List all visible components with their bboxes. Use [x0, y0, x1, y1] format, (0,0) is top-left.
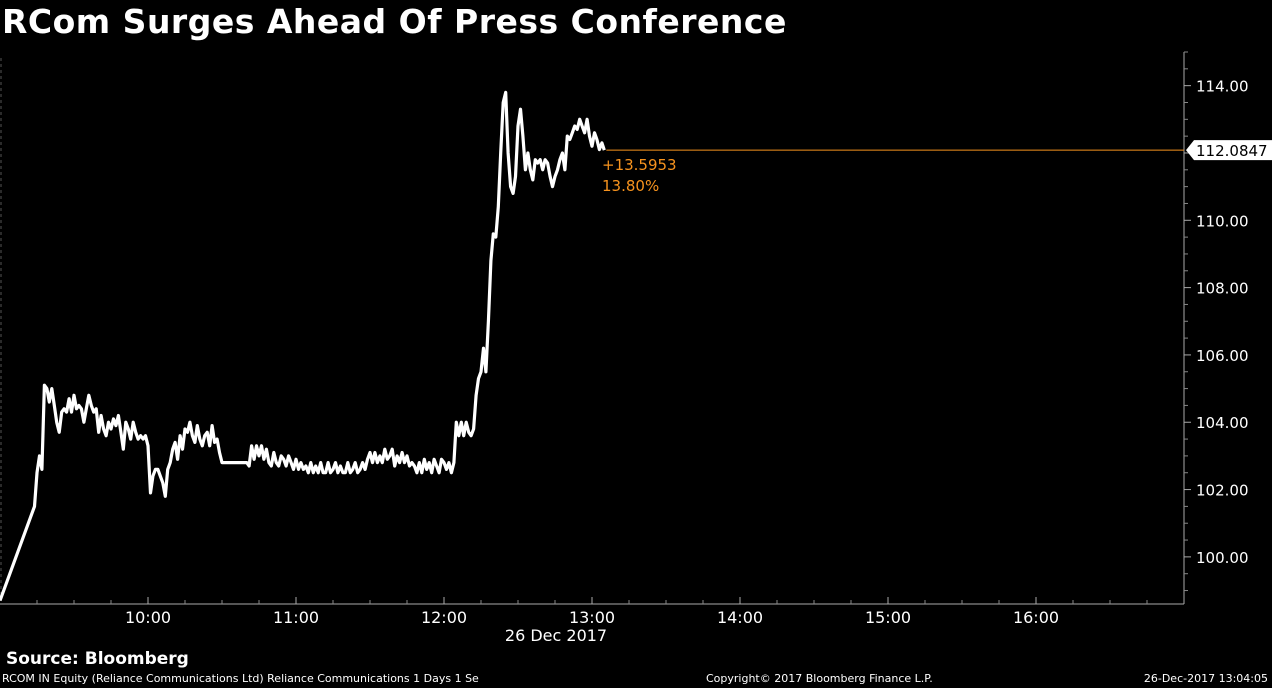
- x-tick-label: 10:00: [125, 608, 171, 627]
- x-tick-label: 11:00: [273, 608, 319, 627]
- change-value-label: +13.5953: [602, 156, 677, 174]
- x-tick-label: 12:00: [421, 608, 467, 627]
- footer-description: RCOM IN Equity (Reliance Communications …: [2, 672, 479, 685]
- y-tick-label: 114.00: [1196, 78, 1249, 96]
- x-tick-label: 15:00: [865, 608, 911, 627]
- y-tick-label: 108.00: [1196, 280, 1249, 298]
- price-series-line: [0, 90, 606, 602]
- y-axis: 100.00102.00104.00106.00108.00110.00112.…: [1184, 51, 1249, 592]
- change-percent-label: 13.80%: [602, 177, 659, 195]
- y-tick-label: 104.00: [1196, 414, 1249, 432]
- source-label: Source: Bloomberg: [6, 649, 189, 669]
- last-value-tag: 112.0847: [1186, 140, 1272, 161]
- y-tick-label: 106.00: [1196, 347, 1249, 365]
- x-tick-label: 16:00: [1013, 608, 1059, 627]
- x-axis: 10:00 11:00 12:00 13:00 14:00 15:00 16:00: [36, 597, 1148, 627]
- x-tick-label: 14:00: [717, 608, 763, 627]
- x-axis-label: 26 Dec 2017: [505, 626, 607, 645]
- footer-copyright: Copyright© 2017 Bloomberg Finance L.P.: [706, 672, 933, 685]
- last-value-label: 112.0847: [1196, 142, 1268, 160]
- last-value-tag-box: [1186, 140, 1272, 161]
- x-tick-label: 13:00: [569, 608, 615, 627]
- y-tick-label: 100.00: [1196, 549, 1249, 567]
- y-tick-label: 110.00: [1196, 212, 1249, 230]
- footer-timestamp: 26-Dec-2017 13:04:05: [1143, 672, 1268, 685]
- chart-title: RCom Surges Ahead Of Press Conference: [2, 2, 787, 41]
- y-tick-label: 102.00: [1196, 482, 1249, 500]
